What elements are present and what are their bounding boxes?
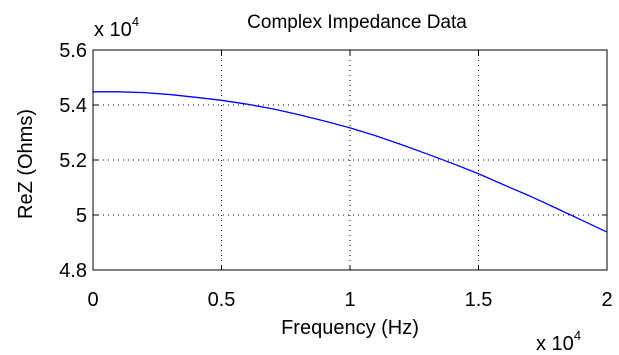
x-tick-label: 1 xyxy=(344,289,355,311)
grid-lines xyxy=(93,50,607,270)
x-multiplier-exponent: 4 xyxy=(574,328,581,343)
tick-marks xyxy=(92,49,608,271)
y-tick-label: 5.2 xyxy=(59,150,87,172)
y-multiplier-exponent: 4 xyxy=(132,14,139,29)
y-tick-label: 5.6 xyxy=(59,40,87,62)
x-tick-label: 0.5 xyxy=(208,289,236,311)
y-tick-labels: 4.8 5 5.2 5.4 5.6 xyxy=(59,40,87,282)
x-tick-label: 0 xyxy=(87,289,98,311)
series-layer xyxy=(93,91,608,233)
y-axis-label: ReZ (Ohms) xyxy=(15,109,37,219)
x-tick-label: 1.5 xyxy=(465,289,493,311)
y-axis-multiplier: x 104 xyxy=(94,14,139,41)
x-tick-labels: 0 0.5 1 1.5 2 xyxy=(87,289,612,311)
x-tick-label: 2 xyxy=(601,289,612,311)
y-tick-label: 4.8 xyxy=(59,260,87,282)
x-axis-multiplier: x 104 xyxy=(536,328,581,355)
x-axis-label: Frequency (Hz) xyxy=(281,317,419,339)
chart-title: Complex Impedance Data xyxy=(247,12,467,33)
y-multiplier-base: x 10 xyxy=(94,19,132,41)
y-tick-label: 5 xyxy=(76,205,87,227)
y-tick-label: 5.4 xyxy=(59,95,87,117)
series-line xyxy=(93,91,608,233)
x-multiplier-base: x 10 xyxy=(536,333,574,355)
